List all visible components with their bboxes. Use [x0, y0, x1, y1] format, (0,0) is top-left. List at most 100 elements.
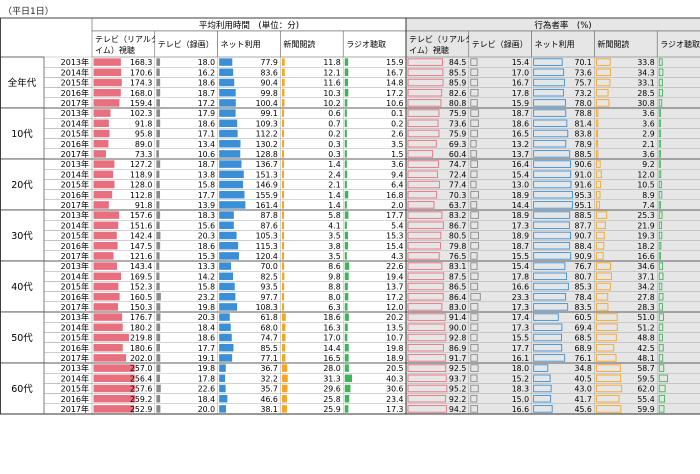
data-value-label: 10.7 [386, 334, 403, 343]
data-bar [407, 374, 447, 383]
data-bar [658, 262, 664, 270]
data-value-label: 18.3 [198, 211, 215, 220]
data-bar [470, 180, 477, 189]
data-value-label: 18.6 [323, 313, 340, 322]
data-bar [281, 252, 285, 260]
data-bar [344, 394, 350, 403]
year-label: 2015年 [61, 333, 89, 343]
data-value-label: 180.2 [130, 323, 152, 332]
data-value-label: 16.3 [323, 323, 340, 332]
data-bar [93, 364, 135, 372]
data-bar [407, 252, 440, 260]
data-bar [93, 252, 114, 260]
data-bar [281, 221, 285, 230]
year-label: 2017年 [61, 149, 89, 159]
data-bar [407, 333, 447, 342]
data-value-label: 112.2 [256, 130, 278, 139]
data-bar [533, 292, 567, 301]
data-bar [93, 88, 121, 97]
data-bar [533, 150, 571, 158]
year-label: 2016年 [61, 241, 89, 251]
data-bar [156, 68, 160, 77]
data-value-label: 73.3 [135, 150, 152, 159]
data-value-label: 91.8 [135, 201, 152, 210]
data-bar [533, 221, 570, 230]
data-value-label: 74.7 [261, 334, 278, 343]
age-group-cell [0, 158, 45, 211]
year-label: 2017年 [61, 302, 89, 312]
data-value-label: 169.5 [130, 272, 152, 281]
data-bar [470, 394, 478, 403]
data-value-label: 120.4 [256, 252, 278, 261]
data-value-label: 17.8 [512, 272, 529, 281]
data-value-label: 168.3 [130, 58, 152, 67]
data-bar [470, 282, 479, 291]
data-value-label: 3.6 [642, 119, 654, 128]
data-bar [470, 323, 479, 332]
data-bar [658, 272, 664, 281]
data-bar [281, 99, 285, 107]
data-value-label: 6.4 [391, 181, 403, 190]
data-bar [407, 282, 444, 291]
data-bar [93, 241, 118, 250]
data-bar [533, 78, 565, 87]
data-value-label: 115.3 [256, 242, 278, 251]
data-value-label: 95.8 [135, 130, 152, 139]
data-value-label: 3.5 [328, 232, 340, 241]
data-value-label: 86.4 [449, 293, 466, 302]
data-bar [595, 313, 618, 321]
data-bar [533, 201, 573, 209]
data-value-label: 77.4 [449, 181, 466, 190]
data-bar [595, 323, 618, 332]
year-label: 2017年 [61, 404, 89, 414]
data-bar [219, 139, 241, 148]
data-bar [219, 384, 226, 393]
data-bar [93, 129, 110, 138]
data-value-label: 12.0 [386, 303, 403, 312]
data-bar [407, 394, 447, 403]
data-bar [219, 88, 236, 97]
data-value-label: 20.3 [198, 232, 215, 241]
data-value-label: 16.8 [386, 191, 403, 200]
data-bar [658, 313, 664, 321]
data-bar [470, 374, 478, 383]
data-bar [533, 313, 559, 321]
data-value-label: 16.5 [323, 354, 340, 363]
data-bar [156, 384, 161, 393]
data-bar [93, 78, 122, 87]
data-value-label: 34.3 [637, 68, 654, 77]
data-value-label: 121.6 [130, 252, 152, 261]
data-value-label: 87.6 [261, 221, 278, 230]
data-bar [219, 150, 241, 158]
data-value-label: 259.2 [130, 395, 152, 404]
data-value-label: 92.2 [449, 395, 466, 404]
data-value-label: 74.7 [449, 160, 466, 169]
data-bar [344, 99, 348, 107]
data-bar [658, 78, 663, 87]
data-value-label: 92.8 [449, 334, 466, 343]
data-bar [156, 262, 160, 270]
data-bar [156, 88, 161, 97]
data-bar [533, 343, 563, 352]
data-value-label: 150.3 [130, 303, 152, 312]
data-value-label: 91.7 [449, 354, 466, 363]
data-bar [658, 211, 663, 219]
data-bar [156, 211, 161, 219]
data-value-label: 18.4 [198, 323, 215, 332]
data-bar [595, 231, 605, 240]
data-value-label: 13.7 [512, 150, 529, 159]
data-value-label: 68.5 [575, 334, 592, 343]
data-bar [595, 88, 609, 97]
data-value-label: 86.5 [449, 283, 466, 292]
data-bar [407, 292, 444, 301]
data-bar [156, 364, 161, 372]
data-bar [93, 343, 123, 352]
data-bar [407, 241, 442, 250]
data-bar [595, 201, 600, 209]
data-value-label: 142.4 [130, 232, 152, 241]
data-value-label: 3.5 [391, 140, 403, 149]
data-value-label: 16.6 [637, 252, 654, 261]
data-bar [533, 119, 568, 128]
data-bar [281, 303, 285, 311]
data-bar [658, 374, 669, 383]
